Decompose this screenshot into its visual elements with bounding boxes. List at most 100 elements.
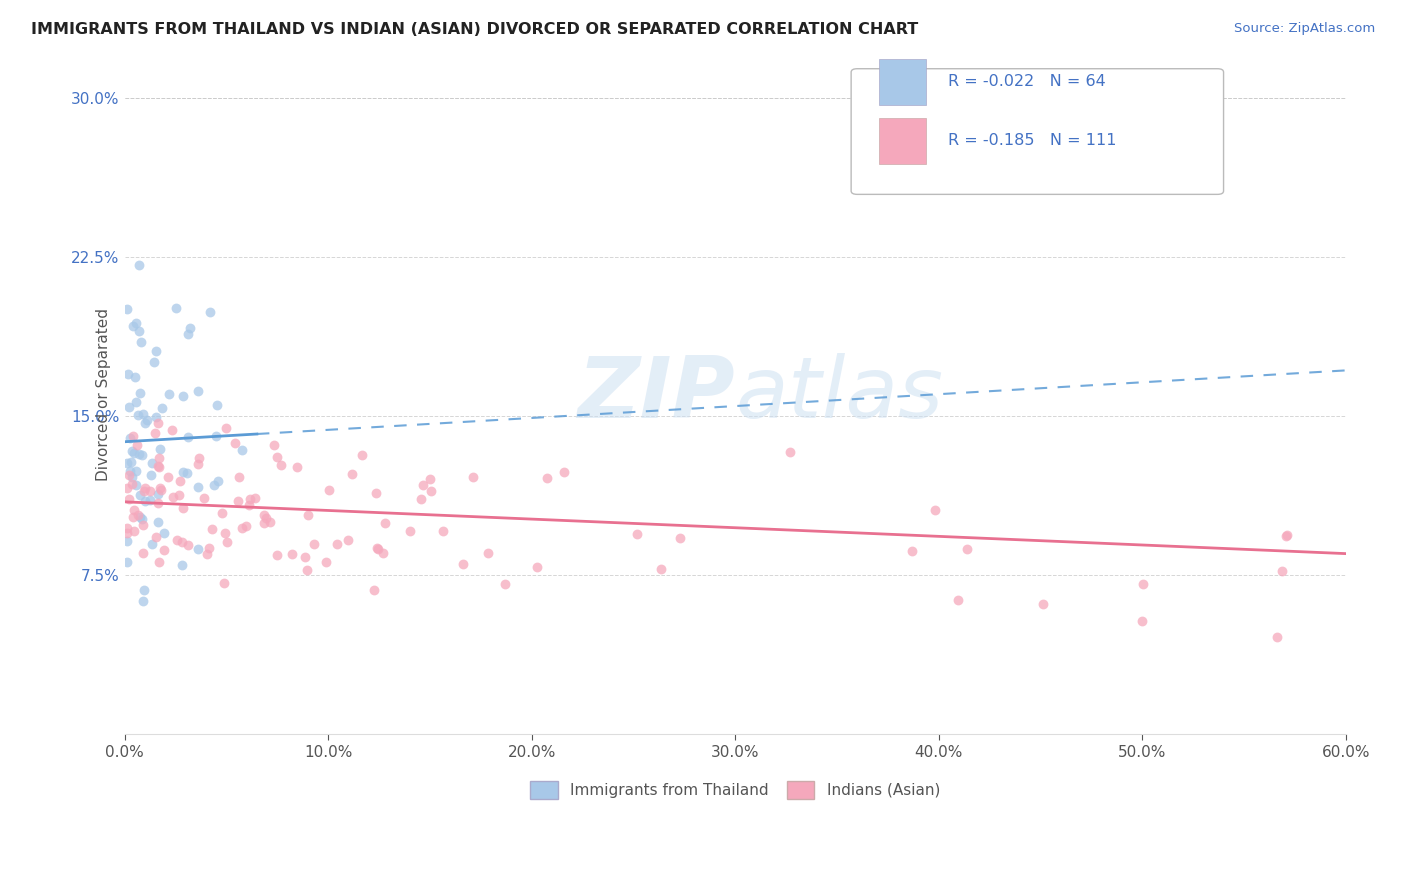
Point xyxy=(294,550,316,565)
Point xyxy=(432,524,454,538)
Point xyxy=(187,542,209,557)
Text: R = -0.185   N = 111: R = -0.185 N = 111 xyxy=(948,133,1116,148)
Point xyxy=(254,511,277,525)
Point xyxy=(122,445,145,459)
Point xyxy=(157,387,180,401)
Point xyxy=(779,445,801,459)
Point xyxy=(198,305,221,319)
Point xyxy=(153,543,176,558)
Point xyxy=(253,508,276,522)
Point xyxy=(129,487,152,501)
Point xyxy=(129,335,152,350)
Point xyxy=(125,477,148,491)
Point xyxy=(374,516,396,531)
Point xyxy=(149,483,172,498)
Point xyxy=(169,474,191,488)
Point xyxy=(122,318,145,333)
Point xyxy=(162,490,184,504)
Point xyxy=(342,467,364,482)
Point xyxy=(121,510,143,524)
Point xyxy=(650,562,672,576)
Point xyxy=(136,413,159,427)
Point xyxy=(177,430,200,444)
Point xyxy=(128,258,150,272)
Point xyxy=(145,344,167,359)
Point xyxy=(205,398,228,412)
Point xyxy=(117,492,139,507)
Point xyxy=(165,301,187,315)
Point xyxy=(129,385,152,400)
Point xyxy=(243,491,266,506)
Point xyxy=(946,592,969,607)
Point xyxy=(956,542,979,557)
Point xyxy=(167,488,190,502)
Point xyxy=(131,512,153,526)
Point xyxy=(170,535,193,549)
Point xyxy=(211,506,233,520)
Point xyxy=(134,494,156,508)
Point xyxy=(134,481,156,495)
Point xyxy=(141,456,163,470)
Point xyxy=(146,416,169,430)
Point xyxy=(270,458,292,472)
Point xyxy=(228,469,250,483)
Point xyxy=(131,517,153,532)
Point xyxy=(626,526,648,541)
Point xyxy=(238,498,260,512)
Point xyxy=(195,547,218,561)
Point xyxy=(115,534,138,549)
Point xyxy=(1271,565,1294,579)
Point xyxy=(143,355,166,369)
Point xyxy=(297,508,319,523)
Point xyxy=(139,483,162,498)
Point xyxy=(285,459,308,474)
Point xyxy=(924,503,946,517)
Point xyxy=(127,408,149,422)
Point xyxy=(451,558,474,572)
Point xyxy=(132,583,155,598)
Point xyxy=(1132,576,1154,591)
Point xyxy=(120,431,142,445)
Point xyxy=(477,546,499,560)
Point xyxy=(1265,630,1288,644)
Point xyxy=(121,444,143,458)
Point xyxy=(132,594,155,608)
Point xyxy=(187,384,209,398)
Point xyxy=(125,464,148,478)
Point xyxy=(1130,614,1153,628)
Point xyxy=(172,465,194,479)
Point xyxy=(204,478,226,492)
Point xyxy=(363,583,385,598)
Point xyxy=(131,407,153,421)
Point xyxy=(409,492,432,507)
Point xyxy=(1275,528,1298,542)
Point xyxy=(187,480,209,494)
Point xyxy=(231,443,253,458)
Point xyxy=(125,316,148,330)
Point xyxy=(146,459,169,474)
Point xyxy=(115,526,138,541)
Point xyxy=(318,483,340,497)
Point xyxy=(669,531,692,545)
Point xyxy=(149,442,172,456)
Point xyxy=(148,516,170,530)
Text: ZIP: ZIP xyxy=(578,353,735,436)
Point xyxy=(371,546,394,560)
Text: IMMIGRANTS FROM THAILAND VS INDIAN (ASIAN) DIVORCED OR SEPARATED CORRELATION CHA: IMMIGRANTS FROM THAILAND VS INDIAN (ASIA… xyxy=(31,22,918,37)
Point xyxy=(212,576,235,591)
FancyBboxPatch shape xyxy=(851,69,1223,194)
Point xyxy=(149,482,172,496)
Point xyxy=(115,302,138,317)
Y-axis label: Divorced or Separated: Divorced or Separated xyxy=(96,309,111,481)
Point xyxy=(1032,597,1054,611)
Text: atlas: atlas xyxy=(735,353,943,436)
Point xyxy=(315,556,337,570)
Point xyxy=(143,425,166,440)
Point xyxy=(115,456,138,470)
Point xyxy=(115,481,138,495)
Point xyxy=(266,548,288,562)
Point xyxy=(352,448,374,462)
Point xyxy=(121,476,143,491)
Point xyxy=(526,560,548,574)
Point xyxy=(115,555,138,569)
